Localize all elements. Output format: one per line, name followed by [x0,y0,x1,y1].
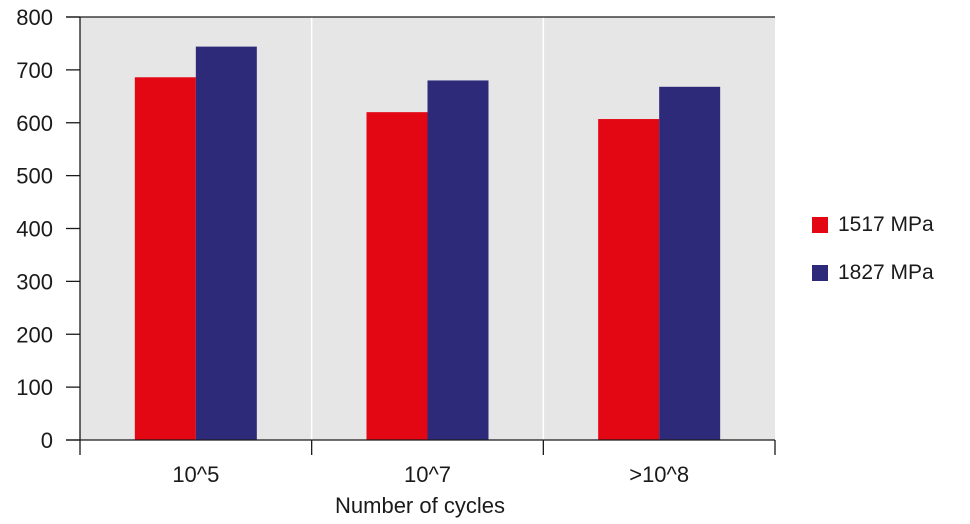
y-tick-label: 100 [16,375,53,400]
legend-swatch-series-2 [812,265,828,281]
x-tick-labels: 10^5 10^7 >10^8 [172,462,689,487]
y-tick-label: 500 [16,164,53,189]
legend-item-series-2: 1827 MPa [812,260,934,286]
y-tick-label: 400 [16,217,53,242]
bar-series-2-3 [659,86,721,441]
legend-label-series-2: 1827 MPa [838,261,934,284]
legend-swatch-series-1 [812,217,828,233]
axes [66,16,776,455]
x-tick-label: 10^7 [404,462,451,487]
legend-item-series-1: 1517 MPa [812,212,934,238]
y-tick-label: 700 [16,58,53,83]
x-tick-label: >10^8 [629,462,689,487]
y-tick-label: 300 [16,269,53,294]
grid-lines [310,17,545,440]
bar-series-1-1 [134,77,196,440]
bar-series-2-2 [427,80,489,440]
bars [134,46,721,441]
y-tick-label: 200 [16,322,53,347]
legend-label-series-1: 1517 MPa [838,213,934,236]
x-axis-label: Number of cycles [335,493,505,518]
bar-series-1-3 [598,119,660,440]
bar-series-2-1 [195,46,257,441]
y-tick-label: 0 [41,428,53,453]
x-tick-label: 10^5 [172,462,219,487]
bar-series-1-2 [366,112,428,441]
y-tick-labels: 0 100 200 300 400 500 600 700 800 [16,5,53,453]
legend: 1517 MPa 1827 MPa [812,212,934,308]
y-tick-label: 800 [16,5,53,30]
y-tick-label: 600 [16,111,53,136]
